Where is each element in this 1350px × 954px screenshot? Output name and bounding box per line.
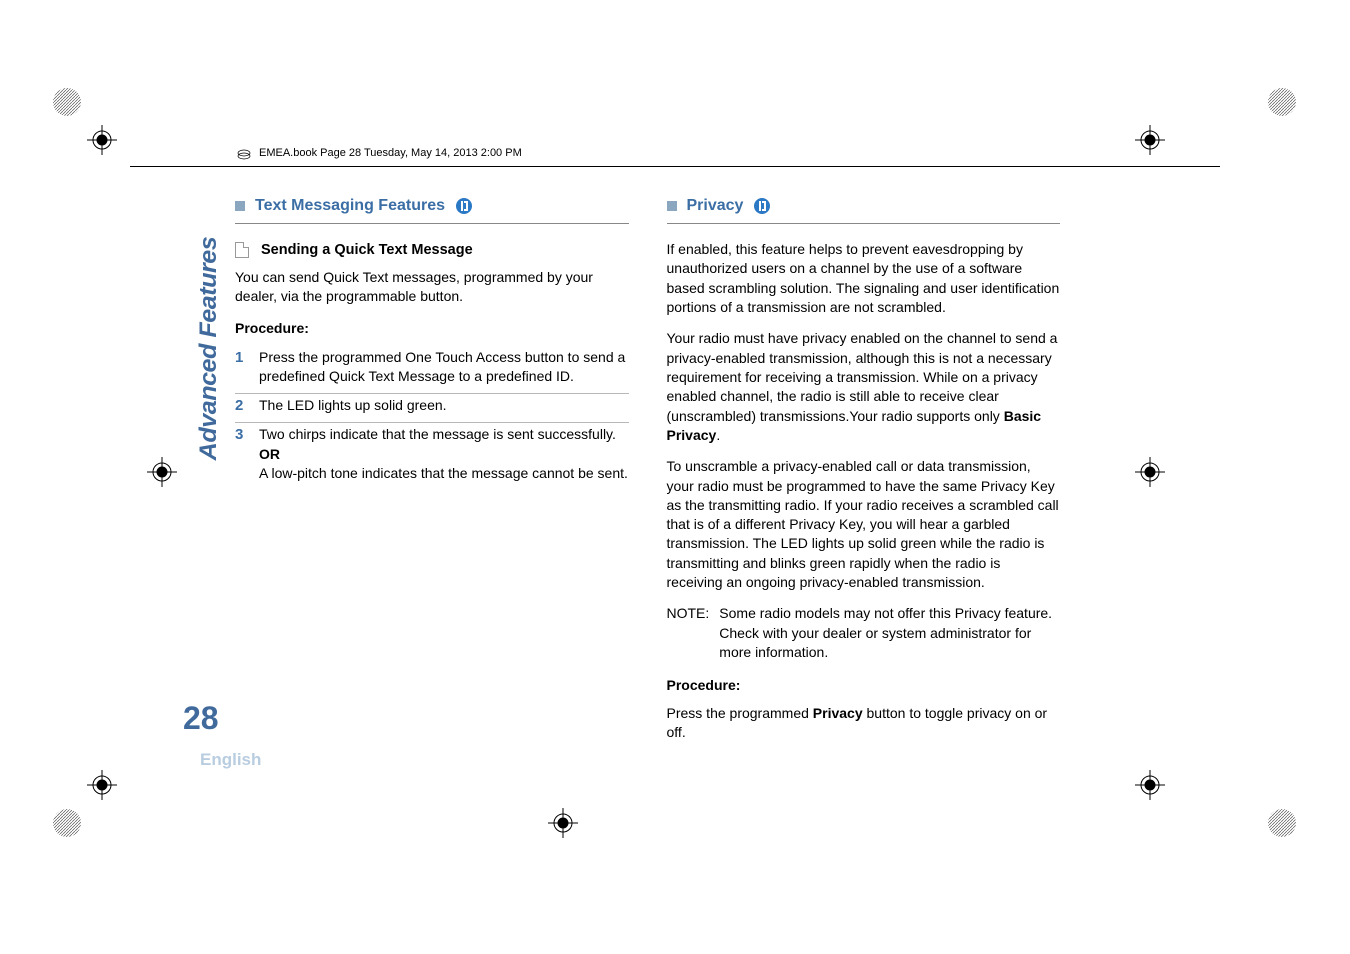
privacy-para-3: To unscramble a privacy-enabled call or … (667, 457, 1061, 592)
chapter-title: Advanced Features (195, 237, 223, 461)
section-divider (235, 223, 629, 224)
step3-a: Two chirps indicate that the message is … (259, 426, 616, 442)
procedure-label: Procedure: (235, 319, 629, 338)
step-text: Two chirps indicate that the message is … (259, 425, 629, 483)
step-number: 1 (235, 348, 247, 387)
privacy-para-1: If enabled, this feature helps to preven… (667, 240, 1061, 317)
digital-badge-icon (455, 197, 473, 215)
subsection-title: Sending a Quick Text Message (261, 240, 473, 260)
step-3: 3 Two chirps indicate that the message i… (235, 423, 629, 489)
step3-or: OR (259, 446, 280, 462)
step3-b: A low-pitch tone indicates that the mess… (259, 465, 628, 481)
intro-paragraph: You can send Quick Text messages, progra… (235, 268, 629, 307)
sidebar-chapter: Advanced Features (195, 242, 223, 455)
page-number: 28 (183, 700, 219, 737)
book-icon (237, 146, 251, 160)
left-column: Text Messaging Features Sending a Quick … (235, 195, 629, 754)
note-text: Some radio models may not offer this Pri… (719, 604, 1060, 662)
procedure-label-2: Procedure: (667, 676, 1061, 695)
note-label: NOTE: (667, 604, 710, 662)
section-header-text-messaging: Text Messaging Features (235, 195, 629, 217)
digital-badge-icon (753, 197, 771, 215)
section-divider (667, 223, 1061, 224)
section-title-privacy: Privacy (687, 195, 744, 217)
header-rule (130, 166, 1220, 167)
header-text: EMEA.book Page 28 Tuesday, May 14, 2013 … (259, 147, 522, 159)
step-2: 2 The LED lights up solid green. (235, 394, 629, 423)
subsection-header: Sending a Quick Text Message (235, 240, 629, 260)
step-number: 3 (235, 425, 247, 483)
step-1: 1 Press the programmed One Touch Access … (235, 346, 629, 393)
step-text: Press the programmed One Touch Access bu… (259, 348, 629, 387)
note-block: NOTE: Some radio models may not offer th… (667, 604, 1061, 662)
privacy-para-2: Your radio must have privacy enabled on … (667, 329, 1061, 445)
procedure-text: Press the programmed Privacy button to t… (667, 704, 1061, 743)
step-text: The LED lights up solid green. (259, 396, 629, 417)
print-header: EMEA.book Page 28 Tuesday, May 14, 2013 … (237, 146, 522, 160)
section-square-icon (667, 201, 677, 211)
page-content: Text Messaging Features Sending a Quick … (235, 195, 1060, 754)
section-title-text: Text Messaging Features (255, 195, 445, 217)
page-icon (235, 242, 249, 258)
step-number: 2 (235, 396, 247, 417)
section-square-icon (235, 201, 245, 211)
section-header-privacy: Privacy (667, 195, 1061, 217)
right-column: Privacy If enabled, this feature helps t… (667, 195, 1061, 754)
